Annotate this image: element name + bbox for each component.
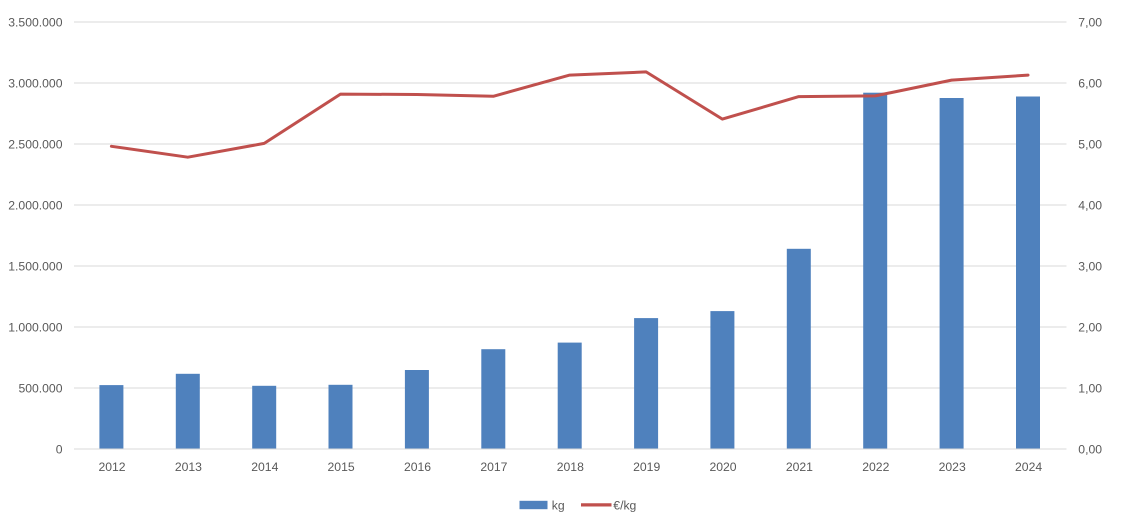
- svg-text:2012: 2012: [98, 460, 125, 474]
- svg-text:2.000.000: 2.000.000: [8, 199, 62, 213]
- svg-text:3.500.000: 3.500.000: [8, 16, 62, 30]
- svg-text:2.500.000: 2.500.000: [8, 138, 62, 152]
- svg-text:3.000.000: 3.000.000: [8, 77, 62, 91]
- svg-text:2024: 2024: [1015, 460, 1042, 474]
- svg-text:2021: 2021: [786, 460, 813, 474]
- svg-text:1,00: 1,00: [1078, 382, 1102, 396]
- svg-text:5,00: 5,00: [1078, 138, 1102, 152]
- svg-text:2022: 2022: [862, 460, 889, 474]
- svg-text:2023: 2023: [939, 460, 966, 474]
- svg-text:7,00: 7,00: [1078, 16, 1102, 30]
- svg-text:1.000.000: 1.000.000: [8, 321, 62, 335]
- svg-text:0,00: 0,00: [1078, 443, 1102, 457]
- svg-text:2013: 2013: [175, 460, 202, 474]
- svg-text:0: 0: [56, 443, 63, 457]
- svg-text:2016: 2016: [404, 460, 431, 474]
- svg-text:500.000: 500.000: [18, 382, 62, 396]
- svg-text:4,00: 4,00: [1078, 199, 1102, 213]
- svg-text:kg: kg: [552, 498, 565, 512]
- svg-text:2020: 2020: [709, 460, 736, 474]
- svg-text:2014: 2014: [251, 460, 278, 474]
- svg-text:2015: 2015: [328, 460, 355, 474]
- svg-text:6,00: 6,00: [1078, 77, 1102, 91]
- svg-text:1.500.000: 1.500.000: [8, 260, 62, 274]
- svg-text:3,00: 3,00: [1078, 260, 1102, 274]
- svg-text:2019: 2019: [633, 460, 660, 474]
- svg-text:2017: 2017: [480, 460, 507, 474]
- svg-text:€/kg: €/kg: [613, 498, 636, 512]
- svg-text:2018: 2018: [557, 460, 584, 474]
- svg-text:2,00: 2,00: [1078, 321, 1102, 335]
